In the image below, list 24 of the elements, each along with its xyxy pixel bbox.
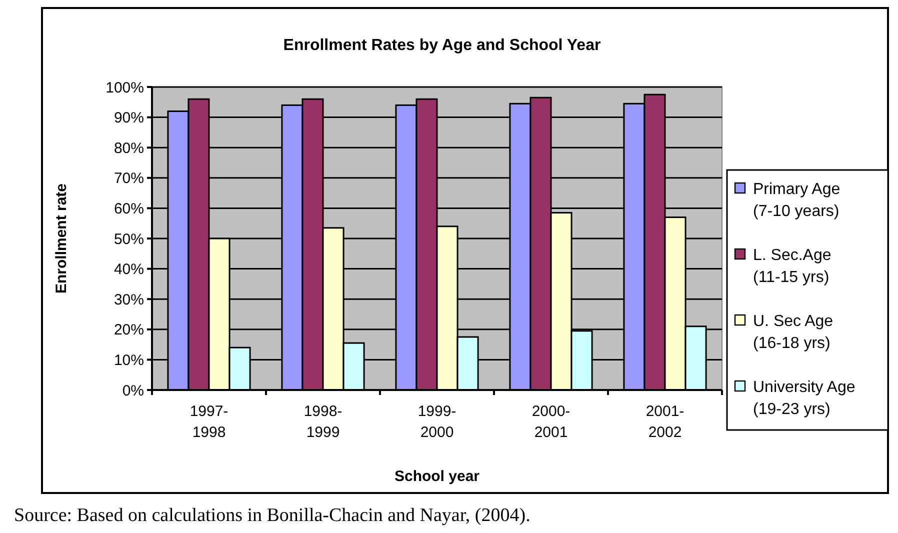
y-tick-label: 90% <box>114 110 144 127</box>
source-note: Source: Based on calculations in Bonilla-Chacin and Nayar, (2004). <box>14 505 530 526</box>
y-tick-label: 30% <box>114 291 144 308</box>
x-tick-label: 1999- 2000 <box>418 403 456 441</box>
legend-label: U. Sec Age (16-18 yrs) <box>753 313 834 352</box>
y-tick-label: 70% <box>114 170 144 188</box>
legend-label: L. Sec.Age (11-15 yrs) <box>753 247 832 286</box>
x-axis-title: School year <box>394 468 480 485</box>
y-tick-label: 60% <box>114 200 144 218</box>
y-tick-label: 100% <box>106 79 144 96</box>
y-tick-label: 80% <box>114 140 144 157</box>
y-axis-title: Enrollment rate <box>53 183 70 294</box>
x-tick-label: 1997- 1998 <box>190 403 228 441</box>
y-tick-label: 20% <box>114 322 144 339</box>
x-tick-label: 2001- 2002 <box>646 403 684 441</box>
legend-label: University Age (19-23 yrs) <box>753 379 856 418</box>
legend-label: Primary Age (7-10 years) <box>753 181 840 220</box>
chart-title: Enrollment Rates by Age and School Year <box>283 37 601 54</box>
y-tick-label: 0% <box>122 382 144 400</box>
y-tick-label: 10% <box>114 352 144 369</box>
y-tick-label: 40% <box>114 261 144 278</box>
y-tick-label: 50% <box>114 230 144 248</box>
x-tick-label: 2000- 2001 <box>532 403 570 441</box>
x-tick-label: 1998- 1999 <box>304 403 342 441</box>
